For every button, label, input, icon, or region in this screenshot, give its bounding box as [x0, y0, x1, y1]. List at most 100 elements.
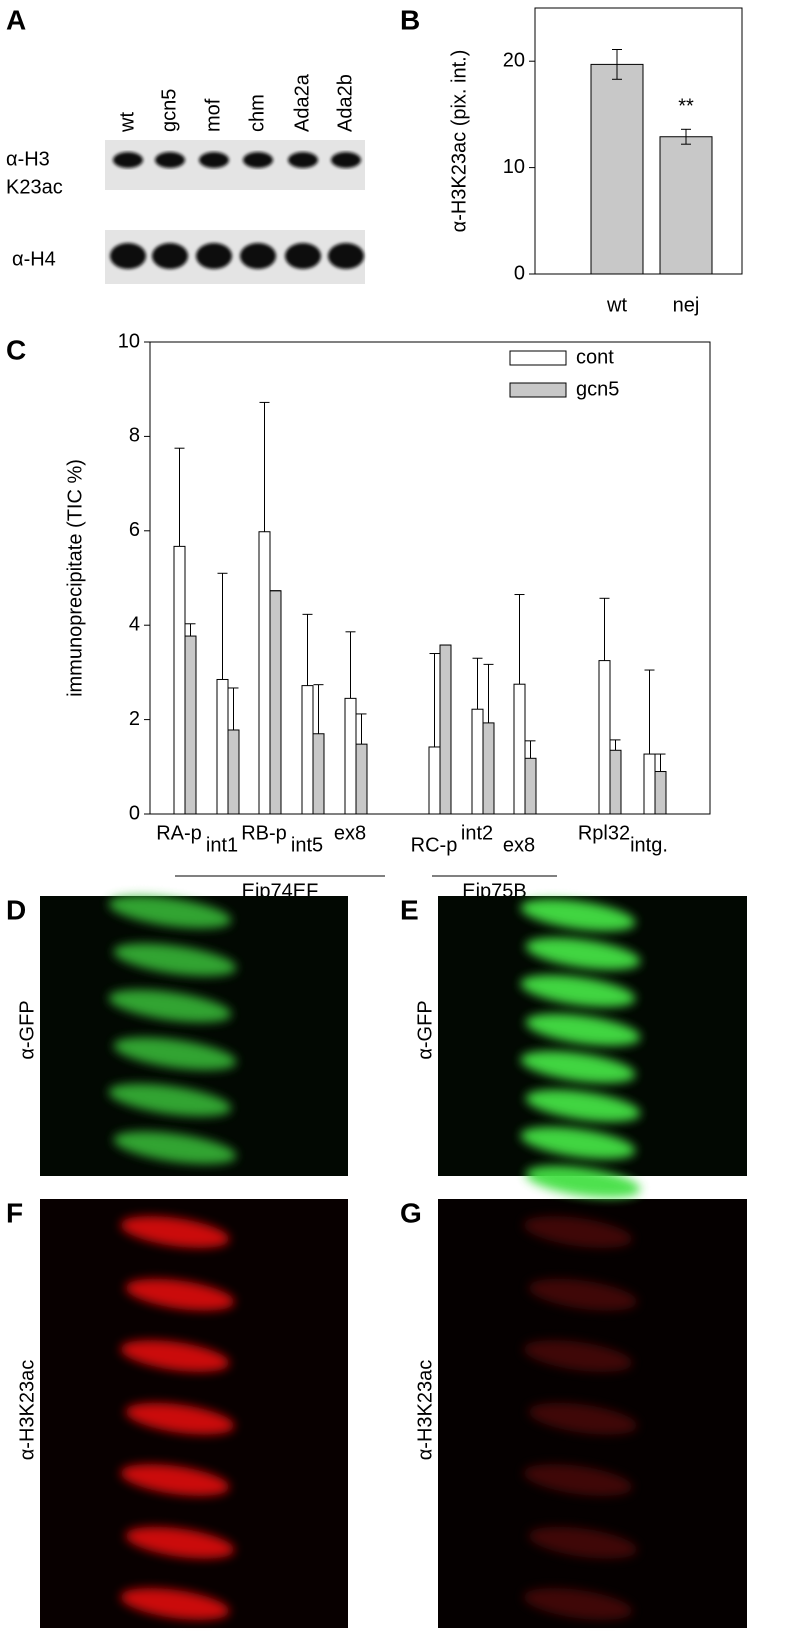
legend-label: cont — [576, 346, 614, 368]
stripe — [108, 989, 232, 1023]
y-axis-label: immunoprecipitate (TIC %) — [64, 459, 86, 697]
x-tick-label: intg. — [630, 834, 668, 856]
panel-letter: G — [400, 1197, 422, 1228]
error-bar — [174, 447, 185, 547]
error-bar — [217, 572, 228, 680]
stain-label: α-GFP — [414, 1000, 436, 1059]
stripe — [520, 974, 636, 1008]
bar — [513, 683, 526, 815]
blot-band — [113, 152, 143, 168]
lane-label: gcn5 — [158, 89, 180, 132]
y-tick-label: 20 — [503, 49, 525, 71]
row-label: α-H3 — [6, 148, 50, 170]
bar — [269, 590, 282, 815]
x-tick-label: Rpl32 — [578, 822, 630, 844]
blot-band — [199, 152, 229, 168]
error-bar — [356, 713, 367, 745]
bar — [590, 63, 644, 275]
panel-letter: E — [400, 894, 419, 925]
stripe — [528, 1526, 638, 1559]
stripe — [125, 1526, 235, 1559]
blot-band — [196, 243, 232, 269]
x-tick-label: ex8 — [334, 822, 366, 844]
blot-band — [285, 243, 321, 269]
stripe — [113, 1037, 237, 1071]
micrograph — [40, 896, 348, 1176]
error-bar — [525, 740, 536, 759]
lane-label: Ada2a — [291, 73, 313, 132]
lane-label: Ada2b — [334, 74, 356, 132]
panel-letter: C — [6, 334, 26, 365]
bar — [609, 749, 622, 815]
blot-band — [288, 152, 318, 168]
x-tick-label: RA-p — [156, 822, 202, 844]
bar — [227, 729, 240, 815]
stripe — [525, 1165, 641, 1198]
y-tick-label: 8 — [129, 425, 140, 447]
error-bar — [313, 684, 324, 734]
stripe — [113, 943, 237, 977]
bar — [428, 746, 441, 815]
error-bar — [302, 613, 313, 686]
y-tick-label: 0 — [514, 262, 525, 284]
legend-swatch — [509, 382, 567, 398]
blot-strip — [105, 140, 365, 190]
blot-band — [331, 152, 361, 168]
stripe — [520, 898, 636, 932]
bar — [301, 685, 314, 815]
row-label: K23ac — [6, 176, 63, 198]
bar — [184, 635, 197, 815]
panel-letter: D — [6, 894, 26, 925]
bar — [482, 722, 495, 815]
error-bar — [228, 687, 239, 730]
stripe — [525, 1013, 641, 1046]
error-bar — [472, 657, 483, 710]
error-bar — [259, 401, 270, 532]
stripe — [108, 895, 232, 929]
stripe — [523, 1588, 633, 1620]
blot-strip — [105, 230, 365, 284]
stripe — [113, 1131, 237, 1165]
stripe — [523, 1340, 633, 1372]
x-tick-label: RB-p — [241, 822, 287, 844]
stripe — [528, 1402, 638, 1435]
stripe — [525, 1089, 641, 1122]
x-tick-label: int1 — [206, 834, 238, 856]
blot-band — [152, 243, 188, 269]
legend-label: gcn5 — [576, 378, 619, 400]
x-tick-label: int2 — [461, 822, 493, 844]
error-bar — [655, 753, 666, 772]
stripe — [523, 1216, 633, 1248]
blot-band — [243, 152, 273, 168]
lane-label: mof — [202, 98, 224, 132]
bar — [439, 644, 452, 815]
stripe — [125, 1278, 235, 1311]
stripe — [120, 1340, 230, 1372]
error-bar — [345, 631, 356, 699]
blot-band — [328, 243, 364, 269]
stripe — [520, 1126, 636, 1160]
y-tick-label: 4 — [129, 613, 140, 635]
error-bar — [429, 653, 440, 747]
stain-label: α-H3K23ac — [16, 1360, 38, 1461]
stripe — [125, 1402, 235, 1435]
bar — [344, 697, 357, 815]
lane-label: wt — [116, 112, 138, 133]
stripe — [108, 1083, 232, 1117]
bar — [173, 545, 186, 815]
bar — [524, 757, 537, 815]
blot-band — [110, 243, 146, 269]
panel-letter: B — [400, 4, 420, 35]
row-label: α-H4 — [12, 248, 56, 270]
stain-label: α-H3K23ac — [414, 1360, 436, 1461]
error-bar — [644, 669, 655, 755]
bar — [216, 678, 229, 815]
error-bar — [681, 128, 691, 145]
stripe — [120, 1588, 230, 1620]
x-tick-label: RC-p — [411, 834, 458, 856]
blot-band — [240, 243, 276, 269]
stripe — [523, 1464, 633, 1496]
y-tick-label: 10 — [503, 156, 525, 178]
